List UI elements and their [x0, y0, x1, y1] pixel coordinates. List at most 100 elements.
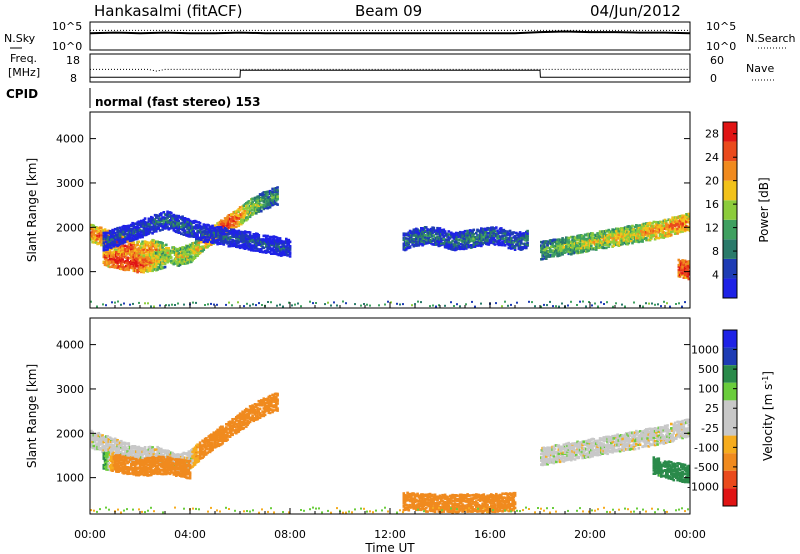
power-noise-cell [102, 303, 104, 306]
power-echo-cell [670, 233, 673, 237]
power-echo-cell [182, 226, 186, 230]
velocity-echo-cell [113, 442, 117, 445]
power-echo-cell [195, 245, 198, 249]
power-echo-cell [280, 239, 283, 243]
power-echo-cell [288, 245, 292, 248]
power-noise-cell [435, 305, 437, 308]
power-echo-cell [513, 234, 517, 238]
power-noise-cell [606, 301, 608, 304]
power-echo-cell [520, 232, 523, 236]
power-echo-cell [472, 228, 476, 232]
freq-tick-top: 18 [66, 54, 80, 67]
power-noise-cell [363, 303, 365, 305]
power-noise-cell [354, 303, 356, 306]
power-echo-cell [651, 231, 654, 234]
power-echo-cell [440, 240, 443, 243]
power-echo-cell [661, 233, 664, 237]
power-echo-cell [228, 244, 232, 248]
power-echo-cell [180, 225, 183, 229]
power-echo-cell [132, 224, 136, 227]
velocity-echo-cell [233, 425, 237, 429]
velocity-echo-cell [186, 456, 189, 460]
velocity-echo-cell [198, 441, 202, 444]
power-echo-cell [255, 207, 258, 210]
power-echo-cell [545, 257, 548, 260]
power-echo-cell [177, 228, 181, 232]
nsky-frame [89, 21, 691, 51]
power-echo-cell [683, 218, 687, 221]
power-echo-cell [126, 258, 129, 262]
power-colorbar-tick-label: 8 [712, 245, 719, 258]
velocity-echo-cell [198, 453, 202, 457]
velocity-echo-cell [141, 453, 144, 457]
power-echo-cell [687, 264, 690, 268]
power-echo-cell [161, 242, 164, 245]
power-echo-cell [237, 229, 241, 233]
power-echo-cell [132, 243, 136, 246]
velocity-echo-cell [162, 453, 166, 457]
power-colorbar-tick-label: 24 [705, 151, 719, 164]
power-echo-cell [130, 262, 133, 265]
power-echo-cell [168, 220, 172, 224]
power-echo-cell [258, 208, 262, 211]
power-echo-cell [195, 220, 198, 223]
power-noise-cell [342, 300, 344, 303]
power-echo-cell [211, 234, 214, 238]
power-echo-cell [137, 240, 141, 244]
power-echo-cell [441, 232, 444, 235]
power-echo-cell [121, 263, 124, 267]
power-echo-cell [182, 233, 186, 236]
velocity-echo-cell [116, 443, 119, 446]
power-echo-cell [248, 207, 252, 211]
power-echo-cell [167, 258, 171, 262]
power-echo-cell [198, 245, 202, 249]
power-echo-cell [205, 238, 208, 242]
power-noise-cell [555, 305, 557, 308]
power-noise-cell [288, 301, 290, 304]
power-echo-cell [256, 208, 259, 212]
power-colorbar-tick-label: 4 [712, 269, 719, 282]
velocity-echo-cell [172, 455, 176, 458]
power-echo-cell [110, 243, 113, 246]
power-echo-cell [238, 209, 242, 212]
power-echo-cell [108, 239, 112, 243]
power-echo-cell [553, 253, 557, 256]
power-echo-cell [602, 246, 606, 250]
power-echo-cell [182, 218, 186, 222]
power-ytick-label: 3000 [56, 177, 84, 190]
power-echo-cell [213, 224, 217, 227]
power-echo-cell [282, 240, 286, 243]
power-echo-cell [637, 240, 641, 244]
power-echo-cell [115, 248, 118, 252]
power-echo-cell [263, 198, 267, 201]
power-echo-cell [651, 228, 654, 232]
power-noise-cell [420, 301, 422, 304]
velocity-echo-cell [215, 431, 218, 435]
power-noise-cell [546, 304, 548, 307]
velocity-echo-cell [226, 434, 229, 437]
power-echo-cell [423, 229, 427, 233]
power-echo-cell [435, 229, 438, 232]
power-echo-cell [525, 246, 528, 250]
velocity-echo-cell [205, 453, 208, 456]
power-echo-cell [197, 243, 201, 246]
power-noise-cell [252, 303, 254, 306]
power-echo-cell [545, 240, 548, 243]
power-echo-cell [210, 243, 213, 246]
power-noise-cell [231, 304, 233, 307]
power-noise-cell [177, 302, 179, 305]
power-echo-cell [211, 224, 214, 228]
power-echo-cell [227, 232, 231, 236]
power-echo-cell [170, 211, 173, 215]
power-echo-cell [212, 238, 216, 242]
power-noise-cell [633, 301, 635, 304]
power-echo-cell [201, 234, 204, 237]
power-echo-cell [448, 237, 452, 240]
nave-label: Nave [746, 62, 774, 75]
power-noise-cell [507, 304, 509, 307]
power-echo-cell [151, 225, 154, 229]
power-echo-cell [155, 246, 158, 249]
power-echo-cell [138, 244, 142, 248]
power-echo-cell [242, 239, 246, 243]
power-echo-cell [178, 263, 182, 267]
